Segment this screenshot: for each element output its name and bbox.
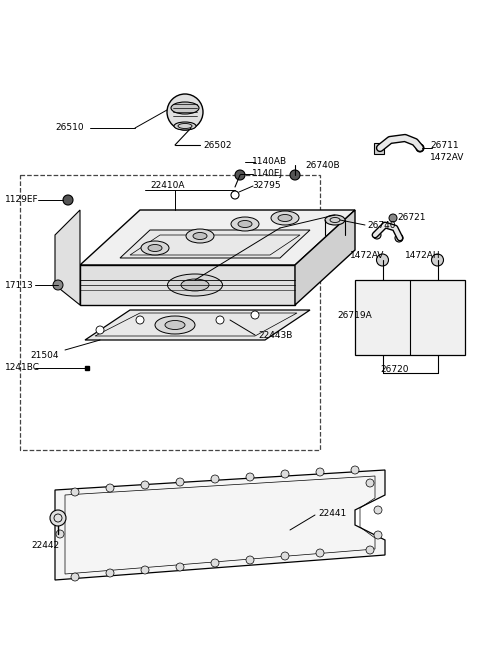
Circle shape	[374, 506, 382, 514]
Ellipse shape	[181, 279, 209, 291]
Circle shape	[376, 254, 388, 266]
Polygon shape	[80, 265, 295, 305]
Circle shape	[167, 94, 203, 130]
Circle shape	[316, 468, 324, 476]
Circle shape	[176, 478, 184, 486]
Circle shape	[251, 311, 259, 319]
Text: 1140EJ: 1140EJ	[252, 170, 283, 179]
Circle shape	[53, 280, 63, 290]
Ellipse shape	[168, 274, 223, 296]
Polygon shape	[55, 470, 385, 580]
Ellipse shape	[231, 217, 259, 231]
Ellipse shape	[278, 214, 292, 221]
Circle shape	[281, 470, 289, 478]
Text: 1472AV: 1472AV	[350, 250, 384, 259]
Circle shape	[50, 510, 66, 526]
Circle shape	[71, 573, 79, 581]
Ellipse shape	[186, 229, 214, 243]
Circle shape	[141, 566, 149, 574]
Text: 22442: 22442	[31, 540, 59, 550]
Ellipse shape	[416, 144, 424, 152]
Circle shape	[246, 556, 254, 564]
Polygon shape	[55, 210, 80, 305]
Text: 1472AH: 1472AH	[405, 250, 441, 259]
Polygon shape	[80, 210, 355, 265]
Bar	[355, 280, 465, 355]
Text: 26740B: 26740B	[305, 160, 340, 170]
Circle shape	[106, 484, 114, 492]
Ellipse shape	[155, 316, 195, 334]
Circle shape	[432, 254, 444, 266]
Text: 17113: 17113	[5, 280, 34, 290]
Bar	[20, 175, 320, 450]
Text: 26740: 26740	[367, 221, 396, 229]
Text: 26502: 26502	[203, 141, 231, 149]
Circle shape	[141, 481, 149, 489]
Ellipse shape	[148, 244, 162, 252]
Ellipse shape	[141, 241, 169, 255]
Ellipse shape	[271, 211, 299, 225]
Text: 1129EF: 1129EF	[5, 195, 38, 204]
Circle shape	[176, 563, 184, 571]
Ellipse shape	[174, 122, 196, 130]
Ellipse shape	[395, 234, 403, 242]
Circle shape	[316, 549, 324, 557]
Polygon shape	[85, 310, 310, 340]
Circle shape	[389, 214, 397, 222]
Circle shape	[71, 488, 79, 496]
Ellipse shape	[165, 320, 185, 329]
Circle shape	[366, 479, 374, 487]
Circle shape	[136, 316, 144, 324]
Circle shape	[63, 195, 73, 205]
Circle shape	[211, 559, 219, 567]
Circle shape	[106, 569, 114, 577]
Polygon shape	[120, 230, 310, 258]
Circle shape	[235, 170, 245, 180]
Circle shape	[290, 170, 300, 180]
Text: 22410A: 22410A	[150, 181, 184, 189]
Ellipse shape	[325, 215, 345, 225]
Text: 32795: 32795	[252, 181, 281, 191]
Text: 26719A: 26719A	[337, 310, 372, 320]
Text: 21504: 21504	[30, 350, 59, 360]
Circle shape	[281, 552, 289, 560]
Text: 1472AV: 1472AV	[430, 153, 464, 162]
Circle shape	[96, 326, 104, 334]
Ellipse shape	[373, 231, 381, 239]
Text: 1241BC: 1241BC	[5, 364, 40, 373]
Circle shape	[211, 475, 219, 483]
Ellipse shape	[193, 233, 207, 240]
Circle shape	[374, 531, 382, 539]
Text: 26720: 26720	[381, 365, 409, 375]
Polygon shape	[295, 210, 355, 305]
Circle shape	[351, 466, 359, 474]
Ellipse shape	[238, 221, 252, 227]
Text: 1140AB: 1140AB	[252, 157, 287, 166]
Text: 22443B: 22443B	[258, 331, 292, 339]
Text: 26510: 26510	[55, 124, 84, 132]
Ellipse shape	[171, 102, 199, 114]
Circle shape	[56, 530, 64, 538]
Circle shape	[366, 546, 374, 554]
Text: 26721: 26721	[397, 214, 425, 223]
Text: 22441: 22441	[318, 508, 346, 517]
Text: 26711: 26711	[430, 141, 458, 149]
Bar	[374, 143, 384, 154]
Circle shape	[246, 473, 254, 481]
Circle shape	[216, 316, 224, 324]
